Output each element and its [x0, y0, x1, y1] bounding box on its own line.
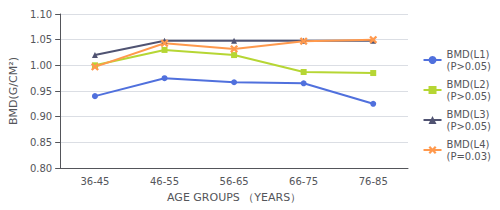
svg-text:76-85: 76-85	[359, 176, 388, 187]
svg-text:BMD(L2): BMD(L2)	[447, 79, 490, 90]
svg-text:56-65: 56-65	[220, 176, 249, 187]
svg-text:BMD(G/CM²): BMD(G/CM²)	[7, 57, 20, 125]
svg-text:0.80: 0.80	[30, 163, 52, 174]
svg-text:(P>0.05): (P>0.05)	[447, 121, 492, 132]
svg-text:36-45: 36-45	[80, 176, 109, 187]
svg-text:1.00: 1.00	[30, 60, 52, 71]
svg-text:0.90: 0.90	[30, 111, 52, 122]
svg-text:66-75: 66-75	[289, 176, 318, 187]
svg-text:(P=0.03): (P=0.03)	[447, 151, 492, 162]
svg-text:1.10: 1.10	[30, 9, 52, 20]
svg-text:46-55: 46-55	[150, 176, 179, 187]
svg-text:BMD(L4): BMD(L4)	[447, 139, 490, 150]
svg-text:0.85: 0.85	[30, 137, 52, 148]
svg-text:0.95: 0.95	[30, 86, 52, 97]
svg-text:1.05: 1.05	[30, 34, 52, 45]
svg-text:AGE GROUPS （YEARS）: AGE GROUPS （YEARS）	[167, 191, 301, 204]
svg-text:BMD(L1): BMD(L1)	[447, 49, 490, 60]
svg-text:BMD(L3): BMD(L3)	[447, 109, 490, 120]
svg-text:(P>0.05): (P>0.05)	[447, 91, 492, 102]
svg-text:(P>0.05): (P>0.05)	[447, 61, 492, 72]
